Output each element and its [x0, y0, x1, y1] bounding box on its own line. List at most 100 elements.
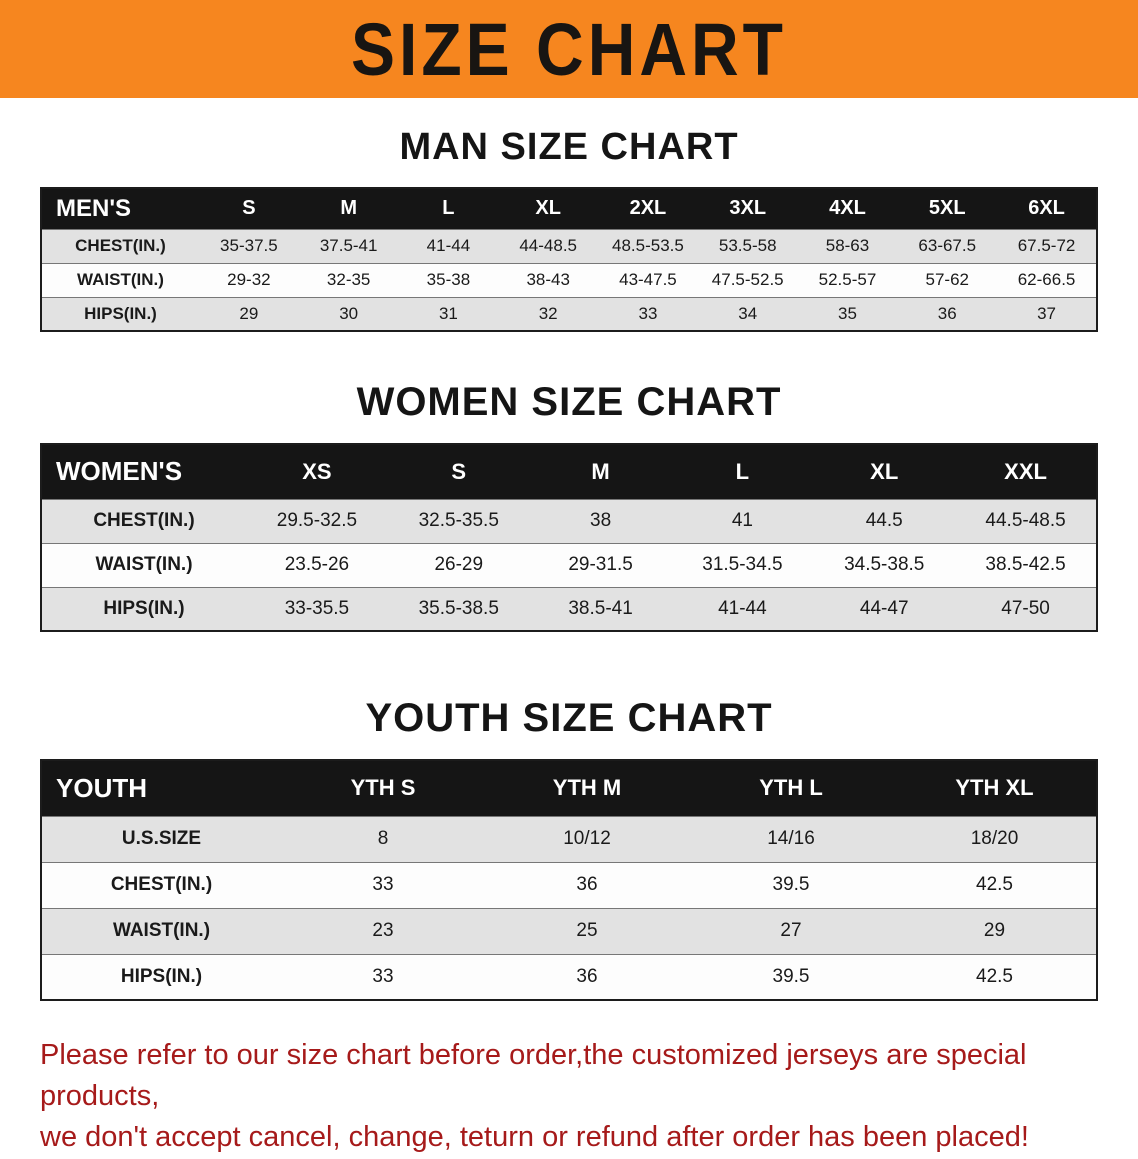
size-value: 44.5-48.5	[985, 510, 1066, 531]
size-value: 18/20	[970, 828, 1019, 849]
size-value: 32.5-35.5	[418, 510, 499, 531]
size-value: 58-63	[825, 236, 870, 255]
size-column-header: XS	[246, 444, 388, 499]
size-value: 29-32	[227, 270, 271, 289]
size-value: 32-35	[326, 270, 371, 289]
size-chart-banner: SIZE CHART	[0, 0, 1138, 98]
youth-size-table: YOUTH YTH S YTH M YTH L YTH XL U.S.SIZE 8 10/12…	[40, 759, 1098, 1001]
size-column-header: XXL	[955, 444, 1097, 499]
women-size-table: WOMEN'S XS S M L XL XXL CHEST(IN.) 29.5-32.5 32.5…	[40, 443, 1098, 632]
size-value: 10/12	[563, 828, 611, 849]
banner-title: SIZE CHART	[351, 7, 787, 91]
size-value: 42.5	[976, 965, 1013, 987]
size-value: 41-44	[718, 597, 767, 619]
size-value: 44-47	[859, 597, 909, 619]
size-value: 33-35.5	[284, 597, 350, 619]
size-value: 41-44	[426, 236, 471, 255]
disclaimer-line-1: Please refer to our size chart before or…	[40, 1039, 1027, 1113]
size-value: 31	[438, 303, 458, 323]
table-title-cell: WOMEN'S	[41, 444, 246, 499]
size-value: 53.5-58	[718, 236, 777, 255]
size-value: 38.5-42.5	[985, 554, 1066, 575]
size-value: 32	[538, 303, 558, 323]
size-value: 48.5-53.5	[612, 236, 684, 255]
men-size-table: MEN'S S M L XL 2XL 3XL 4XL 5XL 6XL CHEST(IN.) 35-37…	[40, 187, 1098, 332]
size-value: 29	[983, 920, 1006, 941]
measurement-row: HIPS(IN.) 33 36 39.5 42.5	[41, 954, 1097, 1000]
size-value: 52.5-57	[818, 270, 877, 289]
size-value: 38	[590, 510, 612, 531]
size-value: 14/16	[767, 828, 815, 849]
measurement-row: HIPS(IN.) 33-35.5 35.5-38.5 38.5-41 41-44 44-…	[41, 587, 1097, 631]
size-column-header: YTH XL	[893, 760, 1097, 816]
size-value: 35	[838, 303, 857, 323]
size-value: 37.5-41	[319, 236, 378, 255]
size-value: 29-31.5	[568, 554, 633, 575]
measurement-row: WAIST(IN.) 29-32 32-35 35-38 38-43 43-47.5 47.…	[41, 263, 1097, 297]
size-value: 29	[239, 303, 259, 323]
measurement-row: WAIST(IN.) 23.5-26 26-29 29-31.5 31.5-34.5 34…	[41, 543, 1097, 587]
disclaimer-text: Please refer to our size chart before or…	[40, 1035, 1118, 1159]
size-column-header: 6XL	[997, 188, 1097, 229]
row-label: WAIST(IN.)	[95, 554, 193, 575]
disclaimer-line-2: we don't accept cancel, change, teturn o…	[40, 1121, 1029, 1154]
header-row: MEN'S S M L XL 2XL 3XL 4XL 5XL 6XL	[41, 188, 1097, 229]
size-column-header: 5XL	[897, 188, 998, 229]
size-column-header: YTH S	[281, 760, 485, 816]
size-column-header: 2XL	[598, 188, 698, 229]
size-value: 34.5-38.5	[844, 554, 925, 575]
size-value: 37	[1037, 303, 1057, 323]
size-charts-content: MAN SIZE CHART MEN'S S M L XL 2XL 3XL 4XL 5XL 6XL…	[0, 126, 1138, 1159]
size-value: 33	[638, 303, 658, 323]
size-value: 57-62	[925, 270, 969, 289]
size-value: 41	[731, 510, 753, 531]
size-column-header: M	[529, 444, 672, 499]
size-value: 36	[576, 874, 598, 895]
measurement-row: WAIST(IN.) 23 25 27 29	[41, 908, 1097, 954]
measurement-row: CHEST(IN.) 33 36 39.5 42.5	[41, 862, 1097, 908]
size-value: 23	[372, 920, 394, 941]
row-label: WAIST(IN.)	[112, 920, 211, 941]
size-value: 47.5-52.5	[711, 270, 784, 289]
size-value: 39.5	[772, 874, 810, 895]
size-value: 34	[738, 303, 758, 323]
size-value: 38.5-41	[568, 597, 633, 619]
size-value: 36	[937, 303, 957, 323]
size-column-header: M	[298, 188, 399, 229]
row-label: CHEST(IN.)	[75, 236, 166, 255]
size-column-header: S	[199, 188, 299, 229]
size-value: 31.5-34.5	[702, 554, 783, 575]
row-label: U.S.SIZE	[121, 828, 202, 849]
size-value: 42.5	[976, 874, 1013, 895]
size-column-header: YTH L	[689, 760, 893, 816]
table-title-cell: YOUTH	[41, 760, 281, 816]
size-value: 29.5-32.5	[276, 510, 358, 531]
row-label: HIPS(IN.)	[103, 597, 185, 619]
row-label: CHEST(IN.)	[93, 510, 195, 531]
size-value: 63-67.5	[918, 236, 977, 255]
size-column-header: L	[671, 444, 814, 499]
size-value: 25	[576, 920, 598, 941]
size-value: 33	[372, 965, 394, 987]
header-row: YOUTH YTH S YTH M YTH L YTH XL	[41, 760, 1097, 816]
size-column-header: 4XL	[797, 188, 898, 229]
size-column-header: YTH M	[485, 760, 689, 816]
size-column-header: 3XL	[697, 188, 798, 229]
row-label: HIPS(IN.)	[84, 303, 157, 323]
size-column-header: XL	[498, 188, 599, 229]
size-value: 47-50	[1001, 597, 1050, 619]
size-value: 44-48.5	[519, 236, 578, 255]
size-value: 67.5-72	[1017, 236, 1076, 255]
size-value: 36	[576, 965, 598, 987]
size-value: 30	[339, 303, 359, 323]
row-label: HIPS(IN.)	[120, 965, 203, 987]
men-section-heading: MAN SIZE CHART	[399, 126, 739, 168]
table-title-cell: MEN'S	[41, 188, 199, 229]
youth-section-heading: YOUTH SIZE CHART	[365, 696, 773, 740]
size-value: 43-47.5	[619, 270, 677, 289]
women-section-heading: WOMEN SIZE CHART	[356, 380, 782, 424]
measurement-row: CHEST(IN.) 29.5-32.5 32.5-35.5 38 41 44.5 44.5…	[41, 499, 1097, 543]
size-column-header: XL	[813, 444, 956, 499]
size-value: 44.5	[865, 510, 903, 531]
size-value: 33	[372, 874, 394, 895]
